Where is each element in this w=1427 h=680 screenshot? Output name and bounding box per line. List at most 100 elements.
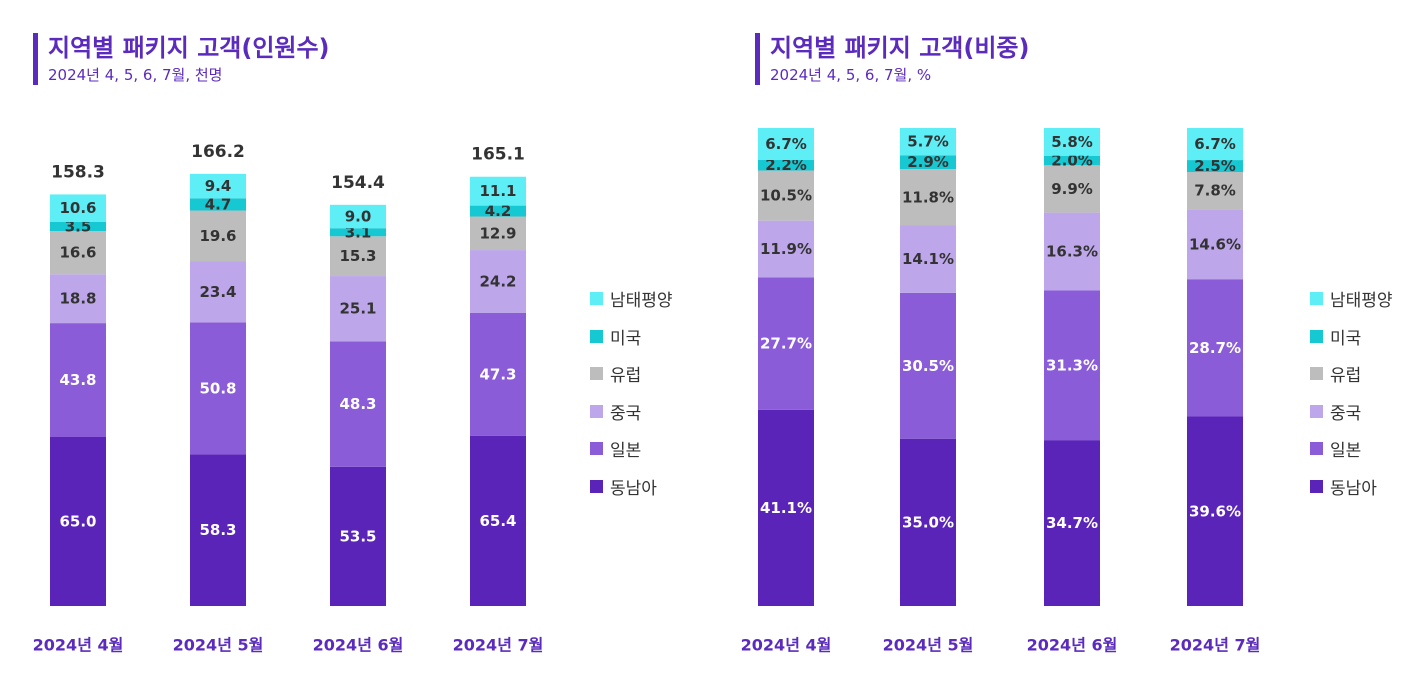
bar-segment-europe [1187, 172, 1243, 210]
bar-segment-china [1044, 212, 1100, 291]
data-label-usa: 2.9% [907, 153, 949, 171]
bar-segment-southeast-asia [470, 435, 526, 606]
bar-segment-china [900, 225, 956, 293]
legend-swatch-usa [1310, 329, 1323, 343]
bar-segment-europe [758, 170, 814, 221]
data-label-usa: 4.2 [485, 202, 512, 220]
data-label-usa: 2.5% [1194, 157, 1236, 175]
legend-label: 유럽 [610, 366, 642, 387]
bar-segment-south-pacific [1187, 128, 1243, 161]
bar-segment-south-pacific [470, 176, 526, 206]
bar-segment-japan [900, 292, 956, 439]
data-label-south-pacific: 5.7% [907, 133, 949, 151]
legend-swatch-japan [1310, 442, 1323, 456]
x-tick-label: 2024년 6월 [1027, 636, 1118, 655]
bar-segment-usa [758, 159, 814, 171]
data-label-south-pacific: 9.0 [345, 208, 372, 226]
bar-segment-china [190, 261, 246, 323]
data-label-china: 25.1 [339, 300, 376, 318]
bar-segment-southeast-asia [50, 437, 106, 606]
legend-label: 일본 [1330, 441, 1362, 462]
data-label-europe: 16.6 [59, 244, 96, 262]
data-label-usa: 4.7 [205, 195, 232, 213]
x-tick-label: 2024년 4월 [741, 636, 832, 655]
data-label-china: 18.8 [59, 290, 96, 308]
legend-swatch-europe [1310, 367, 1323, 381]
data-label-southeast-asia: 35.0% [902, 513, 954, 531]
chart-1-title: 지역별 패키지 고객(인원수) [48, 34, 330, 62]
bar-segment-southeast-asia [1187, 416, 1243, 606]
data-label-china: 24.2 [479, 273, 516, 291]
bar-segment-usa [190, 198, 246, 211]
data-label-europe: 7.8% [1194, 182, 1236, 200]
legend-swatch-usa [590, 329, 603, 343]
chart-1-legend: 남태평양 미국 유럽 중국 일본 동남아 [590, 280, 673, 505]
bar-segment-southeast-asia [900, 438, 956, 606]
data-label-south-pacific: 10.6 [59, 199, 96, 217]
data-label-usa: 2.0% [1051, 152, 1093, 170]
bar-segment-south-pacific [330, 204, 386, 229]
data-label-china: 16.3% [1046, 243, 1098, 261]
data-label-southeast-asia: 65.4 [479, 512, 516, 530]
bar-segment-japan [330, 341, 386, 467]
x-tick-label: 2024년 6월 [313, 636, 404, 655]
legend-item-japan: 일본 [590, 430, 673, 468]
legend-label: 중국 [1330, 403, 1362, 424]
data-label-southeast-asia: 53.5 [339, 527, 376, 545]
legend-item-south-pacific: 남태평양 [590, 280, 673, 318]
bar-segment-china [50, 274, 106, 324]
bar-segment-japan [1044, 290, 1100, 441]
data-label-europe: 12.9 [479, 224, 516, 242]
data-label-japan: 48.3 [339, 395, 376, 413]
legend-swatch-europe [590, 367, 603, 381]
legend-swatch-south-pacific [1310, 292, 1323, 306]
bar-segment-japan [50, 323, 106, 437]
bar-segment-usa [470, 205, 526, 217]
data-label-china: 14.1% [902, 250, 954, 268]
data-label-south-pacific: 11.1 [479, 182, 516, 200]
bar-segment-usa [50, 221, 106, 232]
bar-segment-south-pacific [190, 173, 246, 199]
data-label-southeast-asia: 58.3 [199, 521, 236, 539]
data-label-japan: 28.7% [1189, 339, 1241, 357]
data-label-south-pacific: 5.8% [1051, 133, 1093, 151]
bar-segment-usa [1044, 155, 1100, 166]
data-label-europe: 11.8% [902, 188, 954, 206]
bar-segment-southeast-asia [190, 454, 246, 606]
bar-segment-europe [50, 231, 106, 275]
data-label-japan: 30.5% [902, 357, 954, 375]
legend-item-usa: 미국 [590, 318, 673, 356]
legend-label: 미국 [610, 328, 642, 349]
legend-label: 중국 [610, 403, 642, 424]
bar-segment-south-pacific [758, 128, 814, 160]
bar-segment-china [330, 276, 386, 342]
data-label-europe: 10.5% [760, 187, 812, 205]
bar-segment-usa [330, 228, 386, 237]
bar-segment-southeast-asia [1044, 440, 1100, 606]
legend-item-south-pacific: 남태평양 [1310, 280, 1393, 318]
data-label-japan: 47.3 [479, 365, 516, 383]
legend-item-europe: 유럽 [1310, 355, 1393, 393]
data-label-south-pacific: 6.7% [1194, 135, 1236, 153]
bar-segment-china [758, 220, 814, 278]
data-label-south-pacific: 9.4 [205, 177, 232, 195]
data-label-china: 14.6% [1189, 235, 1241, 253]
legend-swatch-japan [590, 442, 603, 456]
bar-segment-europe [900, 169, 956, 226]
chart-1-header: 지역별 패키지 고객(인원수) 2024년 4, 5, 6, 7월, 천명 [33, 33, 330, 85]
total-label: 165.1 [471, 145, 525, 165]
data-label-southeast-asia: 34.7% [1046, 514, 1098, 532]
x-tick-label: 2024년 5월 [883, 636, 974, 655]
data-label-usa: 3.5 [65, 218, 92, 236]
data-label-japan: 50.8 [199, 379, 236, 397]
data-label-japan: 27.7% [760, 335, 812, 353]
bar-segment-china [1187, 209, 1243, 280]
bar-segment-japan [758, 277, 814, 410]
x-tick-label: 2024년 4월 [33, 636, 124, 655]
data-label-south-pacific: 6.7% [765, 135, 807, 153]
data-label-china: 11.9% [760, 240, 812, 258]
x-tick-label: 2024년 5월 [173, 636, 264, 655]
bar-segment-europe [190, 210, 246, 262]
legend-label: 유럽 [1330, 366, 1362, 387]
data-label-europe: 9.9% [1051, 180, 1093, 198]
